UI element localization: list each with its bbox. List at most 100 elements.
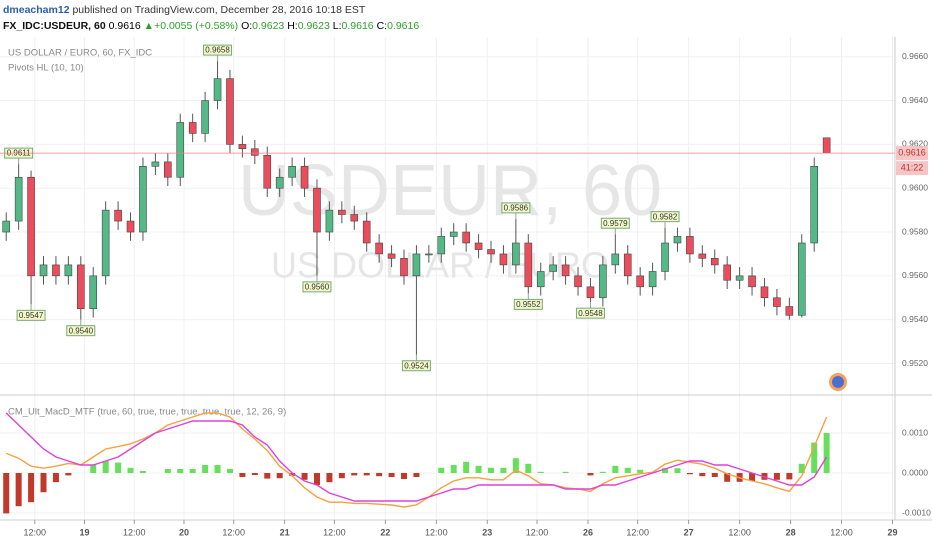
candle-body: [251, 148, 259, 156]
histogram-bar: [463, 461, 470, 473]
histogram-bar: [376, 473, 383, 477]
pivot-box: [650, 211, 680, 223]
candle-body: [263, 155, 272, 189]
candle-body: [64, 264, 73, 277]
pivot-label: 0.9658: [205, 46, 230, 55]
candle-body: [474, 242, 483, 250]
candle-body: [574, 275, 582, 288]
histogram-bar: [276, 473, 283, 479]
histogram-bar: [127, 467, 134, 473]
histogram-bar: [674, 468, 681, 473]
histogram-bar: [3, 473, 10, 514]
candle-body: [636, 275, 644, 288]
candle-body: [449, 231, 458, 237]
candle-body: [648, 271, 657, 288]
histogram-bar: [786, 473, 793, 480]
histogram-bar: [226, 469, 233, 473]
histogram-bar: [562, 471, 569, 473]
x-tick-label: 12:00: [728, 527, 751, 537]
candle-body: [375, 242, 383, 255]
price-box: [896, 146, 928, 161]
pivot-box: [16, 309, 46, 321]
histogram-bar: [164, 469, 171, 473]
o-value: 0.9623: [252, 20, 285, 32]
histogram-bar: [798, 463, 805, 473]
candle-body: [773, 297, 781, 307]
pivot-label: 0.9547: [19, 311, 44, 320]
y-tick-label: -0.0010: [902, 507, 931, 517]
x-tick-label: 22: [380, 527, 390, 537]
histogram-bar: [475, 465, 482, 473]
candle-body: [387, 253, 396, 259]
user[interactable]: dmeacham12: [3, 4, 70, 16]
pivot-label: 0.9560: [305, 282, 330, 291]
candle-body: [89, 275, 98, 310]
candle-body: [561, 264, 570, 277]
histogram-bar: [251, 473, 258, 475]
histogram-bar: [264, 473, 271, 479]
x-tick-label: 19: [80, 527, 90, 537]
histogram-bar: [624, 467, 631, 473]
pivot-label: 0.9582: [653, 212, 678, 221]
histogram-bar: [65, 473, 72, 476]
y-tick-label: 0.0010: [902, 427, 928, 437]
pivot-box: [302, 281, 332, 293]
candle-body: [139, 165, 147, 233]
pivot-box: [600, 217, 630, 229]
histogram-bar: [823, 433, 830, 473]
candle-body: [623, 253, 632, 277]
arrow: ▲: [143, 20, 155, 32]
histogram-bar: [189, 469, 196, 473]
countdown-box: [896, 161, 928, 176]
histogram-bar: [662, 468, 669, 473]
histogram-bar: [400, 473, 407, 479]
pivot-box: [203, 44, 233, 56]
candle-body: [350, 214, 359, 222]
candle-body: [822, 137, 831, 154]
x-tick-label: 28: [786, 527, 796, 537]
pivot-label: 0.9586: [504, 203, 529, 212]
histogram-bar: [724, 473, 731, 482]
last: 0.9616: [108, 20, 141, 32]
change: +0.0055 (+0.58%): [154, 20, 239, 32]
histogram-bar: [512, 458, 519, 473]
x-tick-label: 12:00: [323, 527, 346, 537]
histogram-bar: [351, 473, 358, 476]
histogram-bar: [90, 465, 97, 473]
x-tick-label: 12:00: [626, 527, 649, 537]
o-label: O:: [241, 20, 253, 32]
candle-body: [226, 78, 234, 145]
grid: [0, 37, 895, 520]
candle-body: [114, 209, 122, 222]
histogram-bar: [28, 473, 35, 503]
y-tick-label: 0.9560: [902, 270, 928, 280]
candle-body: [126, 220, 135, 233]
candle-body: [810, 165, 819, 244]
pivot-label: 0.9548: [578, 309, 603, 318]
histogram-bar: [52, 473, 59, 483]
candle-body: [710, 258, 719, 266]
candle-body: [599, 264, 607, 299]
l-label: L:: [332, 20, 342, 32]
candle-body: [188, 122, 197, 134]
histogram-bar: [214, 465, 221, 473]
candle-body: [462, 231, 470, 244]
histogram-bar: [811, 442, 818, 473]
pivot-box: [401, 360, 431, 372]
y-tick-label: 0.9620: [902, 139, 928, 149]
published: published on TradingView.com, December 2…: [72, 4, 366, 16]
candle-body: [524, 242, 533, 288]
x-tick-label: 12:00: [830, 527, 853, 537]
x-tick-label: 12:00: [526, 527, 549, 537]
x-tick-label: 12:00: [222, 527, 245, 537]
histogram-bar: [313, 473, 320, 485]
price-label: 0.9616: [898, 148, 926, 158]
countdown: 41:22: [901, 163, 924, 173]
histogram-bar: [587, 473, 594, 476]
histogram-bar: [177, 469, 184, 473]
header: dmeacham12 published on TradingView.com,…: [3, 2, 419, 34]
candle-body: [313, 187, 321, 233]
h-label: H:: [287, 20, 298, 32]
candle-body: [686, 236, 694, 255]
watermark: USDEUR, 60: [238, 151, 662, 231]
